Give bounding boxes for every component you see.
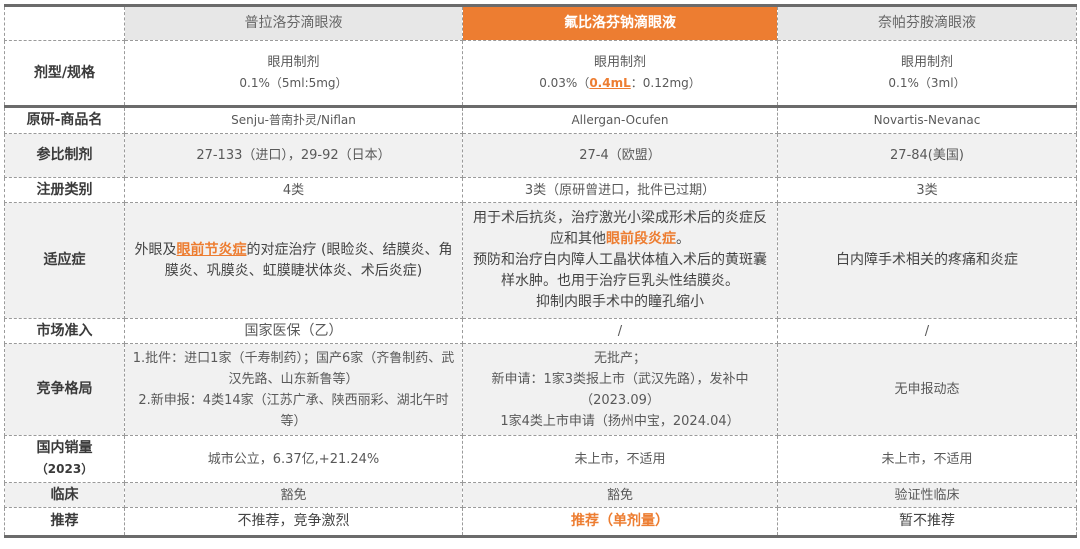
row-label: 参比制剂 — [4, 133, 125, 178]
cell: / — [777, 318, 1077, 344]
cell: 4类 — [124, 177, 463, 203]
row-clinical: 临床 豁免 豁免 验证性临床 — [4, 482, 1077, 508]
cell-line: 0.1%（5ml:5mg） — [239, 76, 348, 90]
row-label: 适应症 — [4, 202, 125, 319]
row-label: 临床 — [4, 482, 125, 508]
column-header-flurbiprofen: 氟比洛芬钠滴眼液 — [462, 5, 778, 41]
cell-line: 抑制内眼手术中的瞳孔缩小 — [536, 294, 704, 310]
cell-line: 眼用制剂 — [900, 55, 953, 70]
cell-text: ：0.12mg） — [630, 76, 701, 90]
cell: 眼用制剂 0.1%（3ml） — [777, 40, 1077, 108]
row-label-line: 国内销量 — [36, 440, 93, 456]
cell-line: 无批产； — [593, 350, 646, 366]
row-form: 剂型/规格 眼用制剂 0.1%（5ml:5mg） 眼用制剂 0.03%（0.4mL：… — [4, 40, 1077, 108]
row-originator: 原研-商品名 Senju-普南扑灵/Niflan Allergan-Ocufen… — [4, 106, 1077, 134]
cell: 豁免 — [462, 482, 778, 508]
cell: 国家医保（乙） — [124, 318, 463, 344]
cell-line: 眼用制剂 — [593, 55, 646, 70]
cell: 用于术后抗炎，治疗激光小梁成形术后的炎症反应和其他眼前段炎症。预防和治疗白内障人… — [462, 202, 778, 319]
row-registration: 注册类别 4类 3类（原研曾进口，批件已过期） 3类 — [4, 177, 1077, 203]
header-row: 普拉洛芬滴眼液 氟比洛芬钠滴眼液 奈帕芬胺滴眼液 — [4, 5, 1077, 41]
cell: 眼用制剂 0.03%（0.4mL：0.12mg） — [462, 40, 778, 108]
cell-text: 。 — [676, 231, 690, 247]
row-label: 注册类别 — [4, 177, 125, 203]
cell: 眼用制剂 0.1%（5ml:5mg） — [124, 40, 463, 108]
cell: Senju-普南扑灵/Niflan — [124, 106, 463, 134]
cell: 不推荐，竞争激烈 — [124, 507, 463, 537]
row-label: 原研-商品名 — [4, 106, 125, 134]
highlight-text: 0.4mL — [589, 76, 631, 90]
cell: 无申报动态 — [777, 343, 1077, 436]
cell: 无批产； 新申请：1家3类报上市（武汉先路），发补中（2023.09） 1家4类上市… — [462, 343, 778, 436]
row-label-line: （2023） — [35, 462, 94, 476]
cell-line: 1.批件：进口1家（千寿制药）；国产6家（齐鲁制药、武汉先路、山东新鲁等） — [132, 350, 455, 387]
cell: 27-4（欧盟） — [462, 133, 778, 178]
cell: 豁免 — [124, 482, 463, 508]
cell: 未上市，不适用 — [462, 435, 778, 483]
cell-text: 的对症治疗 (眼睑炎、结膜炎、角膜炎、巩膜炎、虹膜睫状体炎、术后炎症) — [164, 241, 453, 279]
cell: 验证性临床 — [777, 482, 1077, 508]
cell-line: 2.新申报：4类14家（江苏广承、陕西丽彩、湖北午时等） — [138, 392, 449, 429]
highlight-text: 眼前段炎症 — [606, 231, 676, 247]
cell: / — [462, 318, 778, 344]
cell: Novartis-Nevanac — [777, 106, 1077, 134]
column-header-nepafenac: 奈帕芬胺滴眼液 — [777, 5, 1077, 41]
row-recommend: 推荐 不推荐，竞争激烈 推荐（单剂量） 暂不推荐 — [4, 507, 1077, 537]
row-competition: 竞争格局 1.批件：进口1家（千寿制药）；国产6家（齐鲁制药、武汉先路、山东新鲁… — [4, 343, 1077, 436]
cell: 外眼及眼前节炎症的对症治疗 (眼睑炎、结膜炎、角膜炎、巩膜炎、虹膜睫状体炎、术后… — [124, 202, 463, 319]
cell-text: 用于术后抗炎，治疗激光小梁成形术后的炎症反应和其他 — [473, 210, 767, 247]
cell: 27-133（进口），29-92（日本） — [124, 133, 463, 178]
cell: 3类 — [777, 177, 1077, 203]
row-reference: 参比制剂 27-133（进口），29-92（日本） 27-4（欧盟） 27-84… — [4, 133, 1077, 178]
comparison-table-wrap: 普拉洛芬滴眼液 氟比洛芬钠滴眼液 奈帕芬胺滴眼液 剂型/规格 眼用制剂 0.1%（… — [4, 4, 1077, 538]
row-sales: 国内销量 （2023） 城市公立，6.37亿,+21.24% 未上市，不适用 未上… — [4, 435, 1077, 483]
cell: 27-84(美国) — [777, 133, 1077, 178]
row-label: 竞争格局 — [4, 343, 125, 436]
cell: 暂不推荐 — [777, 507, 1077, 537]
cell-line: 1家4类上市申请（扬州中宝，2024.04） — [500, 413, 740, 429]
drug-comparison-table: 普拉洛芬滴眼液 氟比洛芬钠滴眼液 奈帕芬胺滴眼液 剂型/规格 眼用制剂 0.1%（… — [4, 4, 1077, 538]
row-label: 市场准入 — [4, 318, 125, 344]
cell: 1.批件：进口1家（千寿制药）；国产6家（齐鲁制药、武汉先路、山东新鲁等） 2.新… — [124, 343, 463, 436]
cell-recommended: 推荐（单剂量） — [462, 507, 778, 537]
corner-cell — [4, 5, 125, 41]
cell-line: 预防和治疗白内障人工晶状体植入术后的黄斑囊样水肿。也用于治疗巨乳头性结膜炎。 — [473, 252, 767, 289]
cell: 城市公立，6.37亿,+21.24% — [124, 435, 463, 483]
cell: 3类（原研曾进口，批件已过期） — [462, 177, 778, 203]
row-label: 国内销量 （2023） — [4, 435, 125, 483]
cell-line: 0.1%（3ml） — [888, 76, 966, 90]
cell: 白内障手术相关的疼痛和炎症 — [777, 202, 1077, 319]
cell-line: 眼用制剂 — [267, 55, 320, 70]
cell-text: 0.03%（ — [539, 76, 590, 90]
row-indication: 适应症 外眼及眼前节炎症的对症治疗 (眼睑炎、结膜炎、角膜炎、巩膜炎、虹膜睫状体… — [4, 202, 1077, 319]
row-label: 剂型/规格 — [4, 40, 125, 108]
cell-text: 外眼及 — [134, 241, 177, 258]
row-market: 市场准入 国家医保（乙） / / — [4, 318, 1077, 344]
highlight-text: 眼前节炎症 — [176, 241, 247, 258]
column-header-pranoprofen: 普拉洛芬滴眼液 — [124, 5, 463, 41]
cell: 未上市，不适用 — [777, 435, 1077, 483]
row-label: 推荐 — [4, 507, 125, 537]
cell-line: 新申请：1家3类报上市（武汉先路），发补中（2023.09） — [491, 371, 749, 408]
cell: Allergan-Ocufen — [462, 106, 778, 134]
